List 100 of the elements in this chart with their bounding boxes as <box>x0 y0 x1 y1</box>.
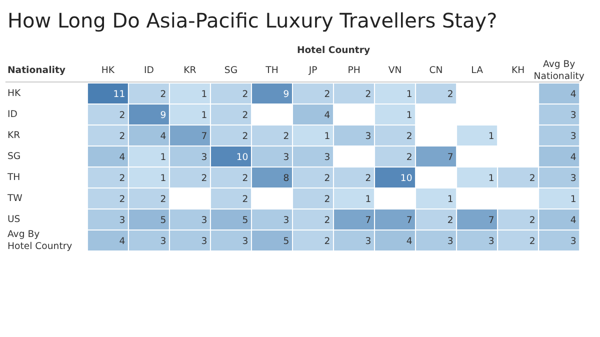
data-label: 1 <box>447 194 454 205</box>
data-label: 2 <box>242 194 248 205</box>
data-label: 2 <box>119 173 126 184</box>
y-tick-label: SG <box>7 151 21 162</box>
y-tick-label: KR <box>7 130 21 142</box>
data-label: 2 <box>119 110 126 122</box>
data-label: 2 <box>406 152 412 164</box>
data-label: 1 <box>406 89 412 100</box>
data-label: 2 <box>406 131 412 142</box>
data-label: 2 <box>447 89 454 100</box>
x-tick-label: HK <box>101 64 116 76</box>
data-label: 1 <box>488 173 494 184</box>
data-label: 3 <box>365 236 372 247</box>
x-tick-label: PH <box>348 64 360 76</box>
data-label: 2 <box>324 215 330 226</box>
data-label: 1 <box>324 131 330 142</box>
y-tick-label: ID <box>7 109 18 120</box>
data-label: 2 <box>529 173 536 184</box>
data-label: 3 <box>570 173 576 184</box>
data-label: 3 <box>365 131 372 142</box>
data-label: 7 <box>447 152 454 164</box>
data-label: 3 <box>488 236 494 247</box>
data-label: 2 <box>242 89 248 100</box>
data-label: 3 <box>570 236 576 247</box>
chart-title: How Long Do Asia-Pacific Luxury Travellers Stay? <box>7 8 498 32</box>
data-label: 3 <box>283 152 290 164</box>
x-tick-label: ID <box>144 64 154 76</box>
data-label: 3 <box>324 152 330 164</box>
data-label: 2 <box>242 173 248 184</box>
data-label: 4 <box>119 152 126 164</box>
data-label: 2 <box>529 215 536 226</box>
data-label: 3 <box>201 236 208 247</box>
x-tick-label: VN <box>388 64 402 76</box>
data-label: 2 <box>365 89 372 100</box>
data-label: 7 <box>365 215 372 226</box>
data-label: 7 <box>406 215 412 226</box>
data-label: 1 <box>406 110 412 122</box>
data-label: 2 <box>324 89 330 100</box>
data-label: 2 <box>529 236 536 247</box>
data-label: 2 <box>365 173 372 184</box>
data-label: 2 <box>160 194 166 205</box>
data-label: 2 <box>324 173 330 184</box>
data-label: 9 <box>160 110 166 122</box>
data-label: 5 <box>160 215 166 226</box>
data-label: 9 <box>283 89 290 100</box>
data-label: 1 <box>570 194 576 205</box>
data-label: 1 <box>201 89 208 100</box>
data-label: 7 <box>488 215 494 226</box>
x-tick-label: KH <box>512 64 525 76</box>
data-label: 4 <box>324 110 330 122</box>
x-tick-label: Avg By Nationality <box>534 58 585 82</box>
data-label: 1 <box>160 152 166 164</box>
data-label: 3 <box>160 236 166 247</box>
data-label: 2 <box>324 236 330 247</box>
data-label: 3 <box>119 215 126 226</box>
data-label: 1 <box>365 194 372 205</box>
data-label: 2 <box>447 215 454 226</box>
y-axis-title: Nationality <box>7 64 66 76</box>
data-label: 4 <box>119 236 126 247</box>
data-label: 11 <box>113 89 126 100</box>
x-tick-label: SG <box>224 64 238 76</box>
data-label: 1 <box>201 110 208 122</box>
data-label: 3 <box>201 215 208 226</box>
data-label: 2 <box>119 131 126 142</box>
data-label: 5 <box>242 215 248 226</box>
data-label: 10 <box>400 173 412 184</box>
data-label: 3 <box>570 110 576 122</box>
data-label: 2 <box>119 194 126 205</box>
data-label: 3 <box>570 131 576 142</box>
x-tick-label: LA <box>471 64 484 76</box>
y-tick-label: HK <box>7 88 22 100</box>
data-label: 3 <box>447 236 454 247</box>
data-label: 1 <box>488 131 494 142</box>
x-tick-label: TH <box>264 64 278 76</box>
data-label: 4 <box>160 131 166 142</box>
data-label: 2 <box>160 89 166 100</box>
x-axis-title: Hotel Country <box>296 44 370 56</box>
data-label: 10 <box>236 152 248 164</box>
x-tick-label: JP <box>308 64 318 76</box>
data-label: 4 <box>570 215 576 226</box>
y-tick-label: TH <box>6 172 20 184</box>
y-tick-label: TW <box>6 193 22 204</box>
data-label: 5 <box>283 236 290 247</box>
data-label: 2 <box>242 131 248 142</box>
data-label: 4 <box>570 89 576 100</box>
data-label: 4 <box>406 236 412 247</box>
data-label: 4 <box>570 152 576 164</box>
data-label: 7 <box>201 131 208 142</box>
data-label: 3 <box>242 236 248 247</box>
x-tick-label: KR <box>184 64 197 76</box>
y-tick-label: Avg By Hotel Country <box>7 228 73 252</box>
x-tick-label: CN <box>429 64 443 76</box>
data-label: 3 <box>283 215 290 226</box>
data-label: 2 <box>242 110 248 122</box>
data-label: 2 <box>201 173 208 184</box>
data-label: 8 <box>283 173 290 184</box>
y-tick-label: US <box>7 214 20 225</box>
data-label: 1 <box>160 173 166 184</box>
data-label: 2 <box>324 194 330 205</box>
data-label: 3 <box>201 152 208 164</box>
